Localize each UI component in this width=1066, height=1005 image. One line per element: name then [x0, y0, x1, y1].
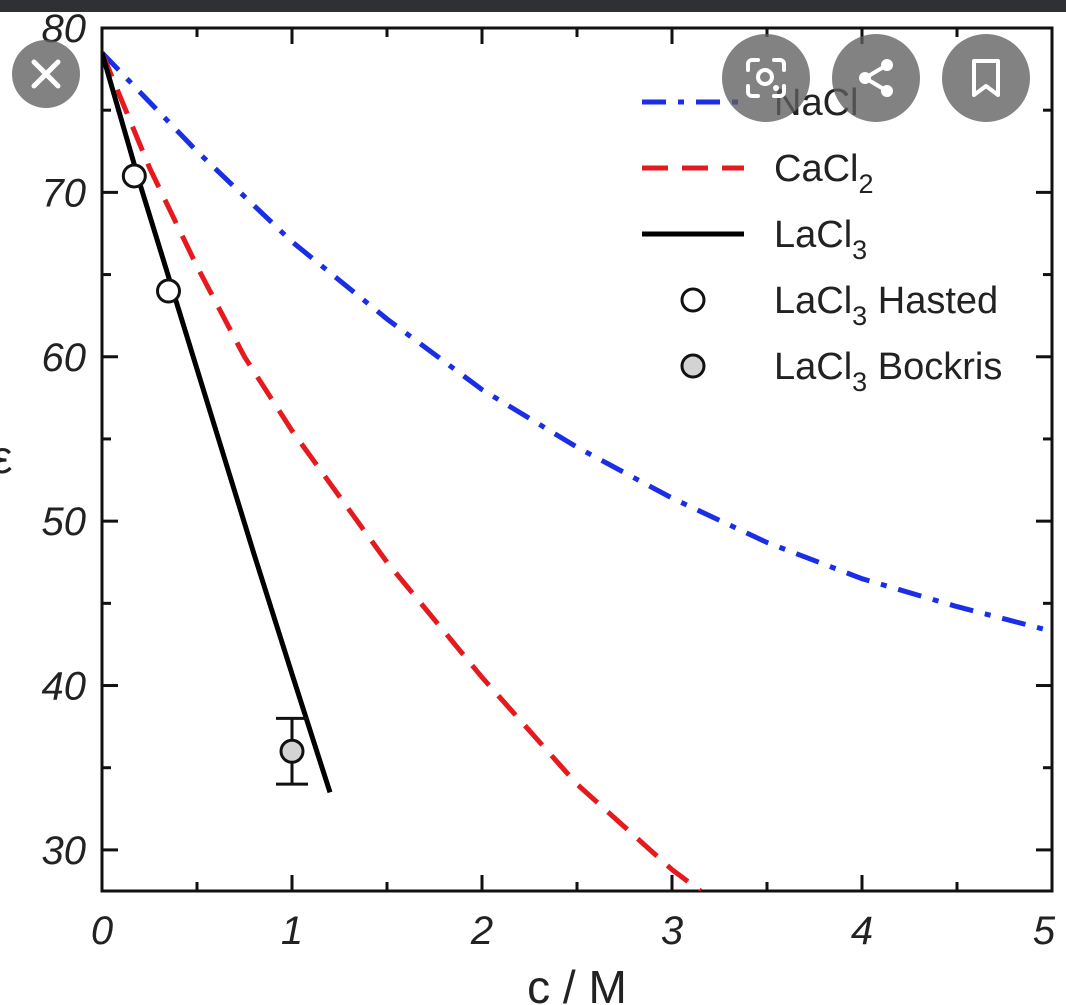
y-tick-label: 50 — [42, 500, 87, 544]
bookmark-button[interactable] — [942, 34, 1030, 122]
data-point — [121, 163, 147, 189]
close-icon — [31, 59, 61, 89]
legend-marker — [680, 287, 706, 313]
x-tick-label: 2 — [470, 909, 493, 953]
legend-label: CaCl2 — [774, 148, 874, 199]
y-tick-label: 60 — [42, 336, 87, 380]
series-line-nacl — [102, 50, 1052, 634]
lens-button[interactable] — [722, 34, 810, 122]
close-button[interactable] — [12, 40, 80, 108]
legend-label: LaCl3 Hasted — [774, 280, 998, 331]
points-layer — [121, 163, 308, 786]
x-tick-label: 3 — [661, 909, 683, 953]
data-point — [156, 278, 181, 304]
lens-icon — [746, 58, 786, 98]
y-tick-label: 30 — [42, 829, 87, 873]
series-line-cacl2 — [102, 51, 703, 891]
series-layer — [102, 50, 1052, 891]
legend-label: LaCl3 — [774, 214, 867, 265]
legend-marker — [680, 353, 706, 379]
y-tick-label: 40 — [42, 665, 87, 709]
data-point — [279, 738, 305, 764]
y-axis-title: ε — [0, 431, 13, 483]
x-tick-label: 5 — [1033, 909, 1056, 953]
plot-frame — [100, 26, 1054, 893]
legend-label: LaCl3 Bockris — [774, 346, 1002, 397]
x-tick-label: 4 — [851, 909, 873, 953]
x-axis-title: c / M — [527, 961, 627, 1005]
top-bar — [0, 0, 1066, 12]
share-button[interactable] — [832, 34, 920, 122]
x-tick-label: 1 — [281, 909, 303, 953]
x-tick-label: 0 — [91, 909, 113, 953]
bookmark-icon — [972, 59, 1000, 97]
share-icon — [859, 59, 893, 97]
y-tick-label: 70 — [42, 171, 87, 215]
